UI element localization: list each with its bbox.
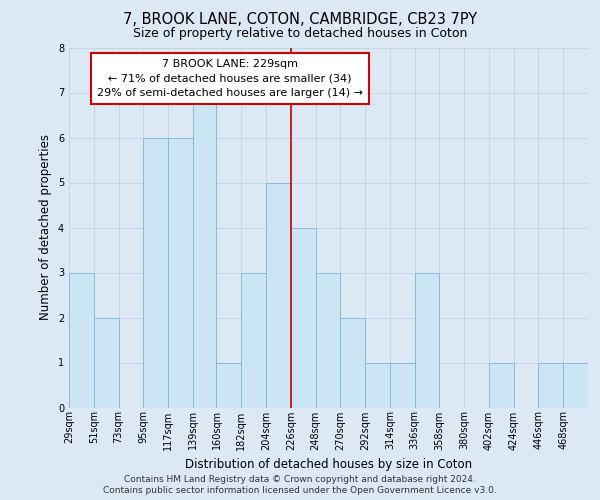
Bar — [415, 272, 439, 407]
Bar — [390, 362, 415, 408]
Bar — [143, 138, 168, 407]
Bar — [316, 272, 340, 407]
Bar — [266, 182, 291, 408]
Bar — [291, 228, 316, 408]
Bar — [94, 318, 119, 408]
Y-axis label: Number of detached properties: Number of detached properties — [40, 134, 52, 320]
Text: Contains HM Land Registry data © Crown copyright and database right 2024.: Contains HM Land Registry data © Crown c… — [124, 475, 476, 484]
Text: Contains public sector information licensed under the Open Government Licence v3: Contains public sector information licen… — [103, 486, 497, 495]
Text: Size of property relative to detached houses in Coton: Size of property relative to detached ho… — [133, 28, 467, 40]
Bar — [69, 272, 94, 407]
Bar — [241, 272, 266, 407]
Bar — [168, 138, 193, 407]
Bar — [365, 362, 390, 408]
Text: 7 BROOK LANE: 229sqm
← 71% of detached houses are smaller (34)
29% of semi-detac: 7 BROOK LANE: 229sqm ← 71% of detached h… — [97, 58, 363, 98]
Bar — [217, 362, 241, 408]
Bar — [563, 362, 588, 408]
Bar — [193, 92, 217, 407]
Bar — [538, 362, 563, 408]
Bar — [340, 318, 365, 408]
Bar — [489, 362, 514, 408]
Text: 7, BROOK LANE, COTON, CAMBRIDGE, CB23 7PY: 7, BROOK LANE, COTON, CAMBRIDGE, CB23 7P… — [123, 12, 477, 28]
X-axis label: Distribution of detached houses by size in Coton: Distribution of detached houses by size … — [185, 458, 472, 471]
